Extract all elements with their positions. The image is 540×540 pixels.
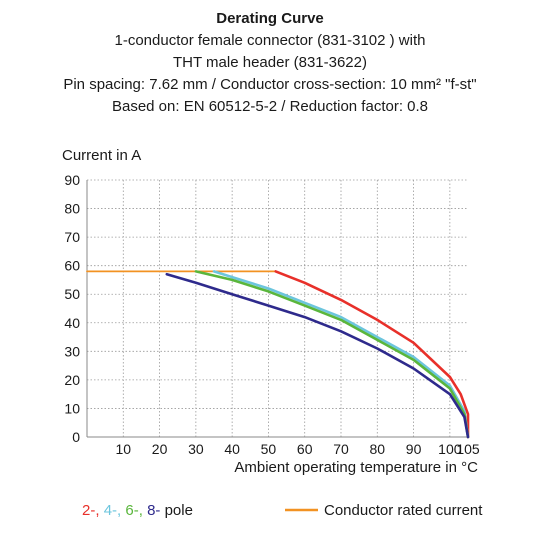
x-tick-label: 90 — [406, 441, 422, 457]
y-tick-label: 40 — [64, 315, 80, 331]
y-tick-label: 90 — [64, 172, 80, 188]
y-tick-label: 20 — [64, 372, 80, 388]
series-line-2 — [274, 270, 470, 439]
x-tick-label: 50 — [261, 441, 277, 457]
chart-subtitle-4: Based on: EN 60512-5-2 / Reduction facto… — [111, 98, 429, 115]
pole-legend: 2-, 4-, 6-, 8- pole — [82, 502, 193, 519]
x-tick-label: 70 — [333, 441, 349, 457]
chart-title: Derating Curve — [216, 10, 324, 27]
y-tick-label: 30 — [64, 343, 80, 359]
title-block: Derating Curve 1-conductor female connec… — [0, 8, 540, 118]
series-line-6 — [194, 270, 470, 439]
x-tick-label: 10 — [115, 441, 131, 457]
y-tick-label: 50 — [64, 286, 80, 302]
y-tick-label: 70 — [64, 229, 80, 245]
x-tick-label: 40 — [224, 441, 240, 457]
rated-current-legend: Conductor rated current — [285, 502, 483, 519]
chart-subtitle-2: THT male header (831-3622) — [173, 54, 367, 71]
pole-legend-item: 6-, — [125, 502, 147, 519]
y-tick-label: 10 — [64, 400, 80, 416]
chart-subtitle-3: Pin spacing: 7.62 mm / Conductor cross-s… — [63, 76, 477, 93]
pole-legend-item: 2-, — [82, 502, 104, 519]
svg-text:2-, 4-, 6-, 8- pole: 2-, 4-, 6-, 8- pole — [82, 502, 193, 519]
y-tick-labels: 0 10 20 30 40 50 60 70 80 90 — [64, 172, 80, 445]
series-line-4 — [212, 270, 470, 439]
chart-subtitle-1: 1-conductor female connector (831-3102 )… — [114, 32, 426, 49]
y-axis-label: Current in A — [62, 147, 141, 164]
x-tick-label: 100 — [438, 441, 462, 457]
axes — [86, 180, 468, 438]
y-tick-label: 0 — [72, 429, 80, 445]
y-tick-label: 60 — [64, 258, 80, 274]
pole-legend-item: 8- — [147, 502, 165, 519]
x-axis-label: Ambient operating temperature in °C — [234, 459, 478, 476]
x-tick-label: 80 — [369, 441, 385, 457]
series-line-8 — [165, 272, 470, 439]
y-tick-label: 80 — [64, 201, 80, 217]
pole-legend-item: 4-, — [104, 502, 126, 519]
rated-current-label: Conductor rated current — [324, 502, 483, 519]
x-tick-label: 105 — [456, 441, 480, 457]
x-tick-label: 20 — [152, 441, 168, 457]
x-tick-label: 60 — [297, 441, 313, 457]
grid — [87, 179, 468, 437]
x-tick-label: 30 — [188, 441, 204, 457]
series-layer — [86, 270, 470, 439]
pole-legend-suffix: pole — [165, 502, 193, 519]
